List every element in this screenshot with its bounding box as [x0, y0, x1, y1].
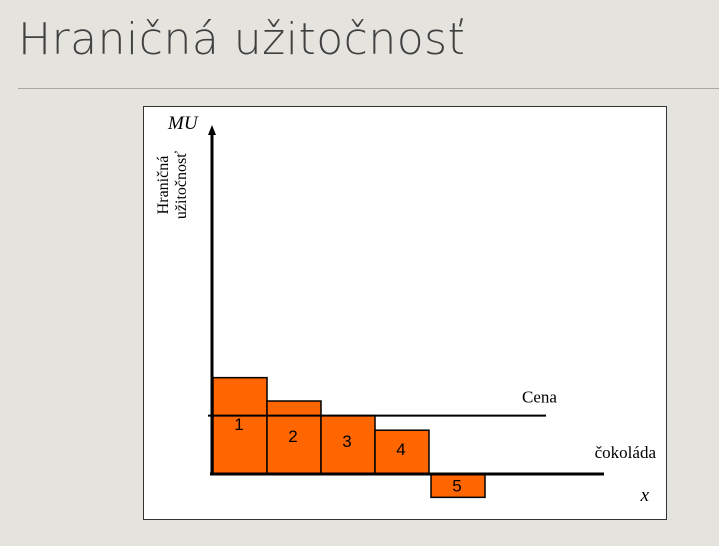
bar-1: [212, 376, 268, 475]
y-axis-label: MU: [167, 113, 199, 134]
price-line-label: Cena: [522, 388, 557, 407]
y-axis-title: Hraničná užitočnosť: [155, 151, 190, 219]
slide-title: Hraničná užitočnosť: [18, 14, 466, 65]
marginal-utility-chart: 1 2 3 4 5 Cena MU Hraničná užitočnosť čokolá…: [155, 113, 657, 506]
chart-panel: 1 2 3 4 5 Cena MU Hraničná užitočnosť čokolá…: [143, 106, 667, 520]
y-axis-title-line-2: užitočnosť: [173, 151, 190, 219]
x-axis-label: x: [640, 485, 650, 506]
bar-2: [266, 400, 322, 475]
x-axis-title: čokoláda: [595, 443, 657, 462]
bar-label-3: 3: [342, 432, 351, 451]
bar-label-2: 2: [288, 427, 297, 446]
bar-4: [374, 429, 430, 475]
bar-labels-group: 1 2 3 4 5: [234, 415, 461, 496]
y-axis-title-line-1: Hraničná: [155, 156, 172, 215]
bar-label-1: 1: [234, 415, 243, 434]
y-axis-arrowhead: [208, 125, 216, 135]
title-divider: [18, 88, 719, 89]
bar-label-5: 5: [452, 477, 461, 496]
bar-label-4: 4: [396, 440, 405, 459]
